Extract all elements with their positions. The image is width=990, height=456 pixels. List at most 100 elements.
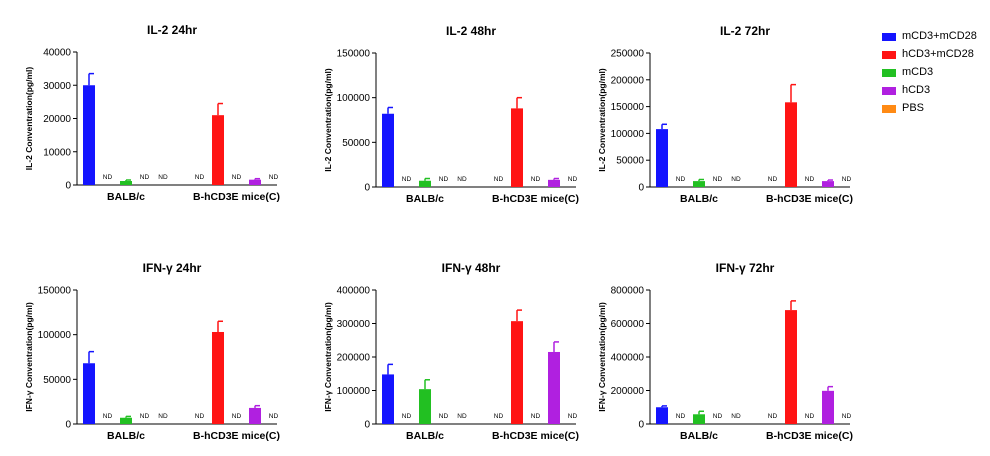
x-group-label: B-hCD3E mice(C) — [492, 193, 579, 205]
bar — [83, 363, 95, 424]
nd-label: ND — [676, 413, 686, 420]
nd-label: ND — [103, 174, 113, 181]
legend-item-hcd3: hCD3 — [882, 82, 990, 100]
nd-label: ND — [140, 174, 150, 181]
y-tick-label: 250000 — [611, 49, 645, 60]
bar — [693, 181, 705, 187]
y-tick-label: 10000 — [43, 147, 71, 158]
bar — [785, 102, 797, 187]
y-tick-label: 200000 — [611, 386, 645, 397]
y-tick-label: 100000 — [611, 129, 645, 140]
y-tick-label: 100000 — [337, 93, 371, 104]
chart-title: IFN-γ 72hr — [716, 261, 775, 275]
bar — [656, 407, 668, 424]
bar — [249, 407, 261, 424]
bar — [511, 108, 523, 187]
bar — [120, 417, 132, 424]
legend-item-pbs: PBS — [882, 100, 990, 118]
nd-label: ND — [439, 413, 449, 420]
nd-label: ND — [269, 174, 279, 181]
bar — [548, 179, 560, 187]
bar — [822, 181, 834, 187]
y-tick-label: 40000 — [43, 48, 71, 59]
x-group-label: BALB/c — [107, 191, 145, 203]
nd-label: ND — [402, 176, 412, 183]
nd-label: ND — [568, 413, 578, 420]
legend-label: mCD3 — [902, 66, 934, 78]
nd-label: ND — [731, 176, 741, 183]
y-tick-label: 20000 — [43, 114, 71, 125]
y-axis-label: IFN-γ Conventration(pg/ml) — [597, 302, 607, 412]
y-tick-label: 50000 — [43, 375, 71, 386]
y-tick-label: 30000 — [43, 81, 71, 92]
nd-label: ND — [805, 176, 815, 183]
nd-label: ND — [531, 176, 541, 183]
y-axis-label: IL-2 Conventration(pg/ml) — [597, 68, 607, 172]
chart-title: IFN-γ 48hr — [442, 261, 501, 275]
bar — [511, 321, 523, 424]
chart-title: IL-2 24hr — [147, 23, 197, 37]
bar — [785, 310, 797, 424]
nd-label: ND — [568, 176, 578, 183]
y-tick-label: 400000 — [337, 286, 371, 297]
nd-label: ND — [713, 413, 723, 420]
chart-title: IL-2 72hr — [720, 24, 770, 38]
bar — [212, 331, 224, 424]
bar — [249, 179, 261, 185]
x-group-label: B-hCD3E mice(C) — [766, 193, 853, 205]
x-group-label: B-hCD3E mice(C) — [193, 430, 280, 442]
bar — [419, 389, 431, 424]
nd-label: ND — [439, 176, 449, 183]
x-group-label: BALB/c — [406, 430, 444, 442]
y-axis-label: IL-2 Conventration(pg/ml) — [24, 67, 34, 171]
y-tick-label: 0 — [65, 420, 71, 431]
legend: mCD3+mCD28 hCD3+mCD28 mCD3 hCD3 PBS — [882, 28, 990, 118]
nd-label: ND — [842, 176, 852, 183]
nd-label: ND — [140, 413, 150, 420]
y-tick-label: 0 — [638, 420, 644, 431]
y-tick-label: 150000 — [38, 286, 72, 297]
nd-label: ND — [531, 413, 541, 420]
y-tick-label: 50000 — [342, 138, 370, 149]
nd-label: ND — [731, 413, 741, 420]
nd-label: ND — [768, 176, 778, 183]
bar — [419, 180, 431, 187]
legend-swatch-mcd3 — [882, 69, 896, 77]
nd-label: ND — [103, 413, 113, 420]
x-group-label: BALB/c — [680, 430, 718, 442]
y-axis-label: IL-2 Conventration(pg/ml) — [323, 68, 333, 172]
y-tick-label: 150000 — [611, 102, 645, 113]
bar — [382, 374, 394, 424]
nd-label: ND — [269, 413, 279, 420]
y-tick-label: 0 — [638, 183, 644, 194]
nd-label: ND — [842, 413, 852, 420]
nd-label: ND — [195, 174, 205, 181]
x-group-label: B-hCD3E mice(C) — [193, 191, 280, 203]
legend-label: hCD3 — [902, 84, 931, 96]
x-group-label: BALB/c — [406, 193, 444, 205]
nd-label: ND — [494, 176, 504, 183]
y-tick-label: 400000 — [611, 353, 645, 364]
nd-label: ND — [158, 174, 168, 181]
bar — [548, 351, 560, 424]
y-tick-label: 100000 — [337, 386, 371, 397]
nd-label: ND — [768, 413, 778, 420]
y-axis-label: IFN-γ Conventration(pg/ml) — [323, 302, 333, 412]
y-tick-label: 300000 — [337, 319, 371, 330]
bar — [693, 414, 705, 424]
y-tick-label: 0 — [364, 420, 370, 431]
nd-label: ND — [676, 176, 686, 183]
legend-label: PBS — [902, 102, 925, 114]
bar — [656, 129, 668, 187]
y-tick-label: 600000 — [611, 319, 645, 330]
nd-label: ND — [805, 413, 815, 420]
nd-label: ND — [457, 176, 467, 183]
nd-label: ND — [232, 174, 242, 181]
x-group-label: BALB/c — [107, 430, 145, 442]
y-tick-label: 200000 — [337, 353, 371, 364]
y-tick-label: 200000 — [611, 75, 645, 86]
legend-item-hcd3-mcd28: hCD3+mCD28 — [882, 46, 990, 64]
nd-label: ND — [195, 413, 205, 420]
x-group-label: BALB/c — [680, 193, 718, 205]
